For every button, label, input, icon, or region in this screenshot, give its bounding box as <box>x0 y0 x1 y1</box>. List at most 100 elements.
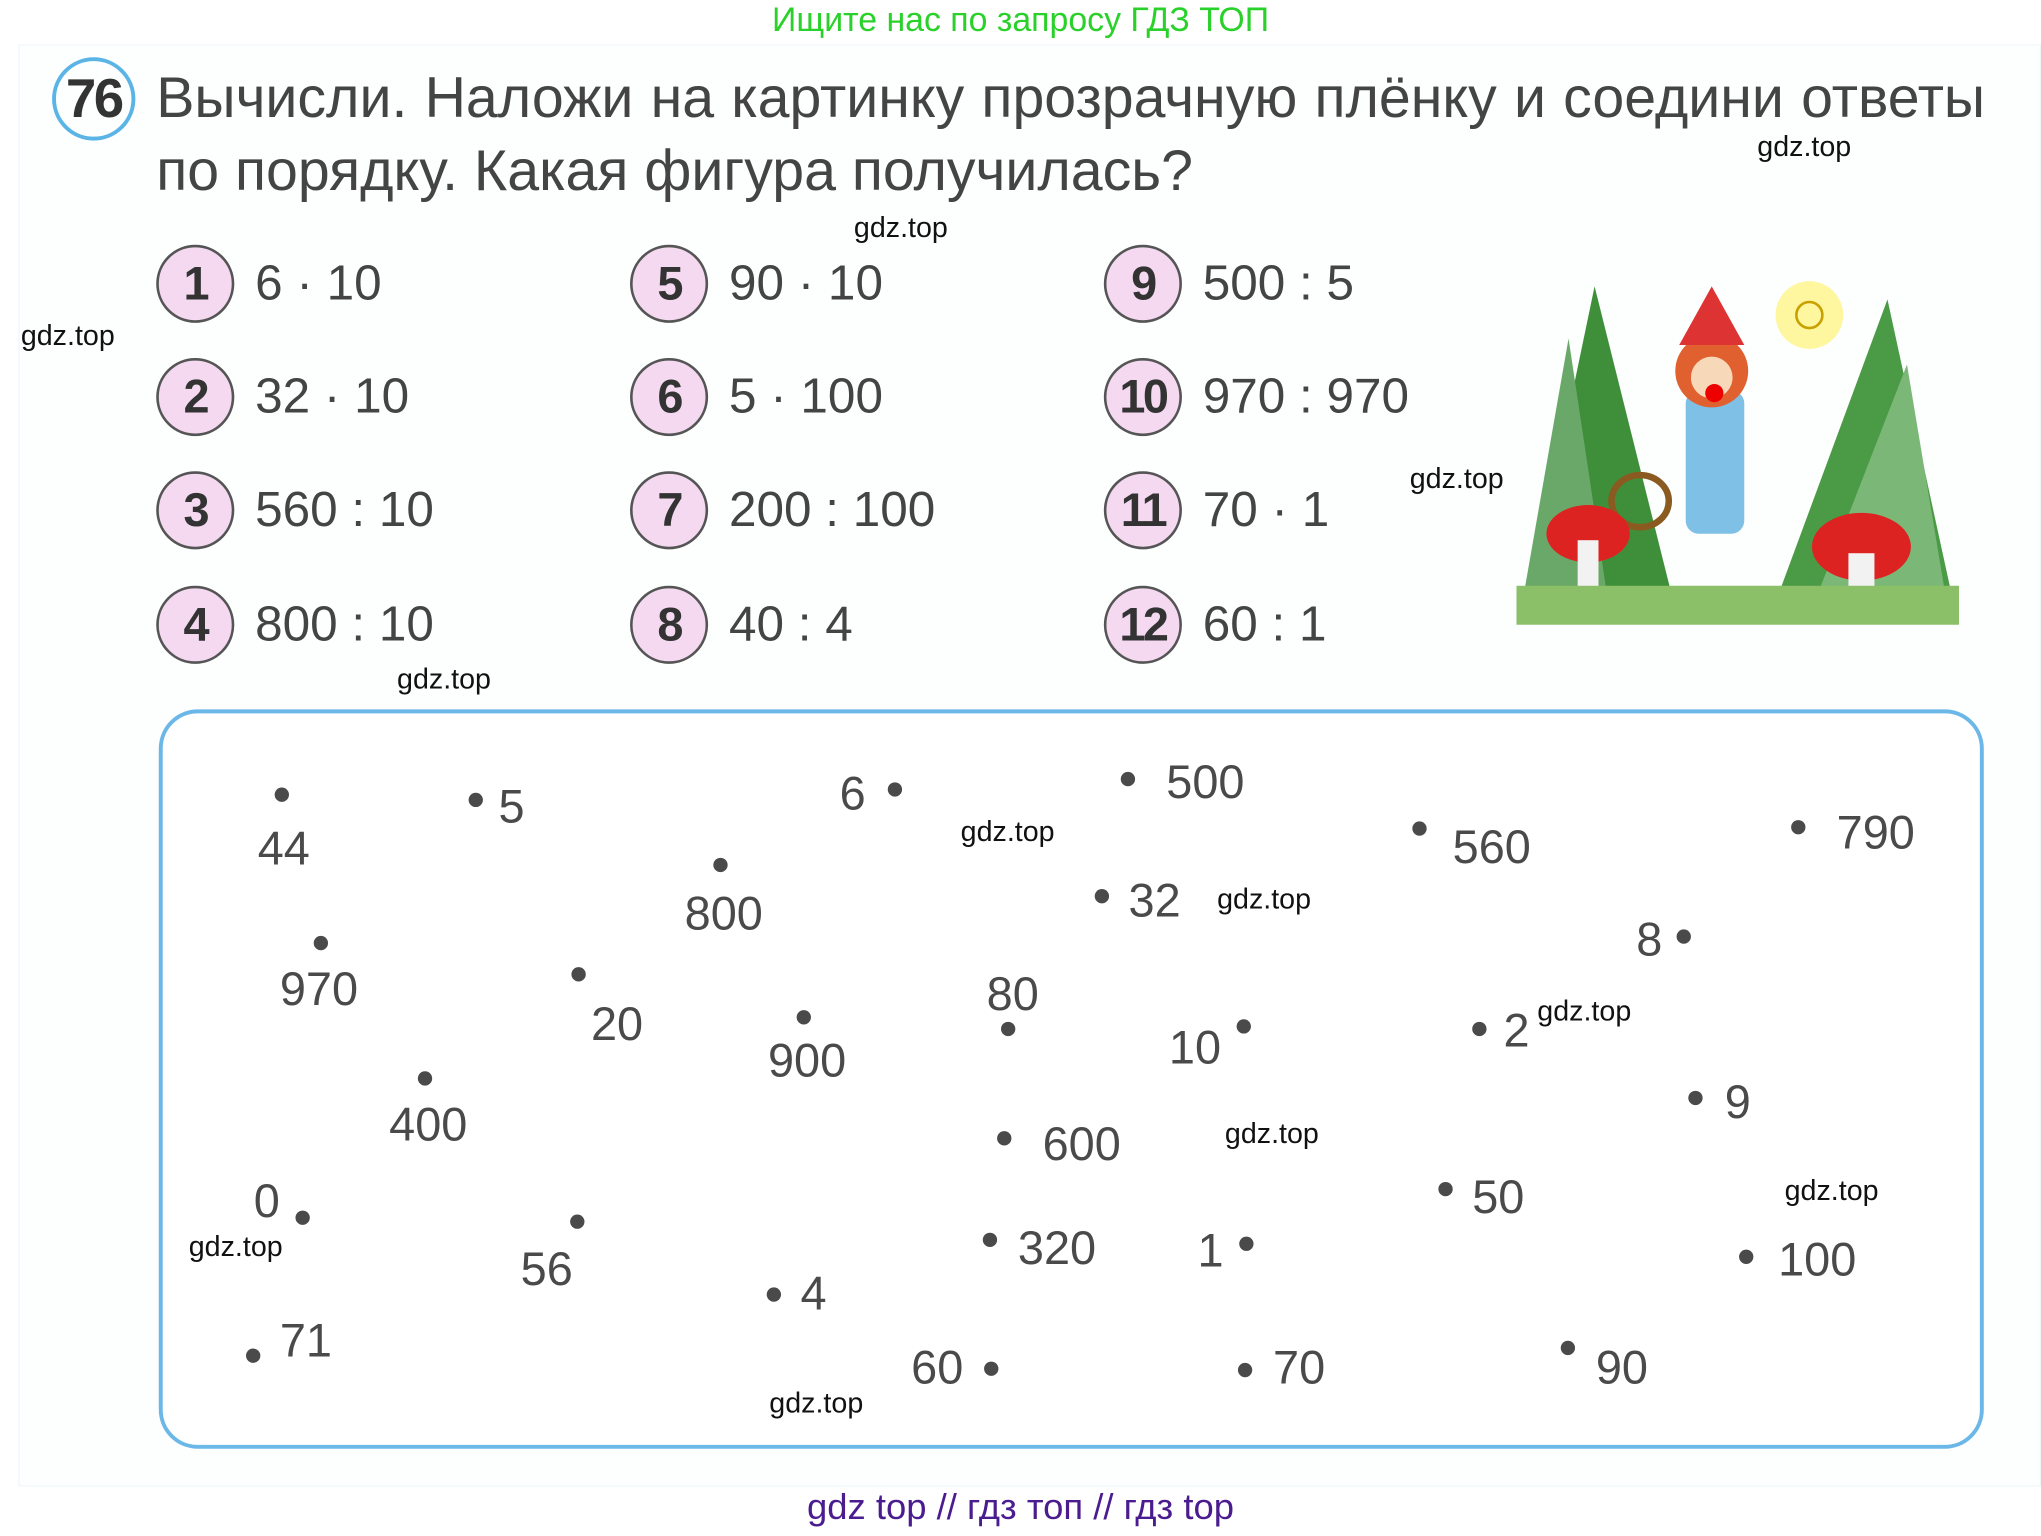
watermark: gdz.top <box>1224 1116 1319 1150</box>
task-number-badge: 2 <box>156 357 235 437</box>
dot-point <box>313 935 329 951</box>
task-expression: 90 · 10 <box>728 255 883 311</box>
dot-point <box>887 782 903 797</box>
dot-point <box>1676 929 1691 944</box>
dot-label: 600 <box>1042 1116 1121 1171</box>
dot-point <box>1412 821 1427 836</box>
dot-label: 970 <box>279 961 359 1016</box>
task-item: 11 70 · 1 <box>1103 471 1329 550</box>
task-number-badge: 6 <box>630 357 709 437</box>
dot-label: 8 <box>1636 912 1663 966</box>
dot-label: 32 <box>1128 873 1181 927</box>
task-expression: 32 · 10 <box>255 369 410 424</box>
dot-label: 100 <box>1778 1232 1857 1287</box>
footer-banner[interactable]: gdz top // гдз топ // гдз top <box>806 1486 1235 1527</box>
task-number-badge: 7 <box>630 471 709 550</box>
task-number-badge: 12 <box>1103 585 1182 664</box>
watermark: gdz.top <box>1409 462 1504 495</box>
task-expression: 200 : 100 <box>728 482 936 537</box>
dot-point <box>982 1232 998 1248</box>
dot-point <box>246 1348 261 1363</box>
task-expression: 60 : 1 <box>1202 596 1327 652</box>
dot-point <box>713 857 728 873</box>
watermark: gdz.top <box>1217 882 1312 916</box>
task-expression: 5 · 100 <box>728 369 883 424</box>
task-number-badge: 9 <box>1103 244 1182 323</box>
dot-point <box>1236 1019 1251 1034</box>
dot-point <box>766 1287 782 1302</box>
task-expression: 800 : 10 <box>255 596 434 652</box>
dot-point <box>1120 771 1136 787</box>
dot-point <box>274 787 289 802</box>
task-item: 2 32 · 10 <box>156 357 410 437</box>
dot-label: 1 <box>1197 1223 1224 1277</box>
dot-point <box>1094 889 1110 904</box>
dot-label: 56 <box>520 1241 573 1296</box>
task-item: 8 40 : 4 <box>630 585 853 664</box>
task-number-badge: 8 <box>630 585 709 664</box>
dot-label: 560 <box>1452 820 1531 874</box>
exercise-number: 76 <box>52 57 136 141</box>
dot-point <box>1239 1236 1254 1251</box>
watermark: gdz.top <box>960 814 1055 848</box>
dot-point <box>417 1071 433 1086</box>
task-number-badge: 4 <box>156 585 235 664</box>
dot-point <box>570 1214 585 1229</box>
dot-label: 400 <box>389 1097 468 1151</box>
task-expression: 970 : 970 <box>1202 369 1410 424</box>
dot-label: 70 <box>1273 1340 1326 1395</box>
task-number-badge: 1 <box>156 244 235 323</box>
task-item: 5 90 · 10 <box>630 244 883 323</box>
dot-point <box>1472 1021 1487 1037</box>
task-item: 1 6 · 10 <box>156 244 382 323</box>
dot-label: 4 <box>800 1266 827 1320</box>
dot-point <box>295 1210 310 1225</box>
watermark: gdz.top <box>1757 130 1852 163</box>
dot-point <box>1688 1090 1703 1106</box>
dot-point <box>984 1361 999 1376</box>
dot-board <box>158 709 1984 1449</box>
dot-label: 9 <box>1724 1075 1751 1129</box>
dot-point <box>1438 1181 1453 1197</box>
dot-label: 60 <box>911 1340 964 1395</box>
exercise-instruction: Вычисли. Наложи на картинку прозрачную п… <box>156 66 1986 204</box>
dot-label: 900 <box>767 1033 847 1087</box>
task-item: 12 60 : 1 <box>1103 585 1327 664</box>
watermark: gdz.top <box>853 210 948 244</box>
task-item: 10 970 : 970 <box>1103 357 1410 437</box>
watermark: gdz.top <box>397 662 491 696</box>
dot-point <box>1791 820 1806 835</box>
dot-point <box>1560 1340 1576 1356</box>
dot-label: 50 <box>1472 1170 1525 1224</box>
dot-label: 2 <box>1503 1003 1530 1057</box>
clown-forest-illustration <box>1516 281 1960 625</box>
dot-point <box>796 1010 811 1025</box>
dot-point <box>997 1131 1012 1146</box>
dot-label: 0 <box>253 1174 280 1228</box>
dot-label: 90 <box>1595 1340 1648 1395</box>
watermark: gdz.top <box>1784 1174 1879 1207</box>
dot-label: 800 <box>684 886 763 940</box>
dot-point <box>468 792 483 808</box>
dot-label: 20 <box>590 997 644 1051</box>
header-banner[interactable]: Ищите нас по запросу ГДЗ ТОП <box>772 0 1270 40</box>
dot-label: 500 <box>1166 754 1245 809</box>
task-number-badge: 10 <box>1103 357 1182 437</box>
task-expression: 500 : 5 <box>1202 255 1355 311</box>
task-number-badge: 11 <box>1103 471 1182 550</box>
dot-label: 71 <box>279 1313 332 1367</box>
watermark: gdz.top <box>20 318 115 352</box>
dot-point <box>1001 1021 1016 1037</box>
task-item: 7 200 : 100 <box>630 471 936 550</box>
watermark: gdz.top <box>1537 994 1632 1028</box>
task-item: 6 5 · 100 <box>630 357 883 437</box>
task-number-badge: 3 <box>156 471 235 550</box>
watermark: gdz.top <box>769 1386 864 1419</box>
task-item: 4 800 : 10 <box>156 585 434 664</box>
task-expression: 560 : 10 <box>255 482 434 537</box>
dot-label: 790 <box>1836 805 1915 860</box>
task-expression: 40 : 4 <box>728 596 853 652</box>
dot-label: 44 <box>257 821 310 875</box>
dot-label: 80 <box>986 967 1039 1021</box>
